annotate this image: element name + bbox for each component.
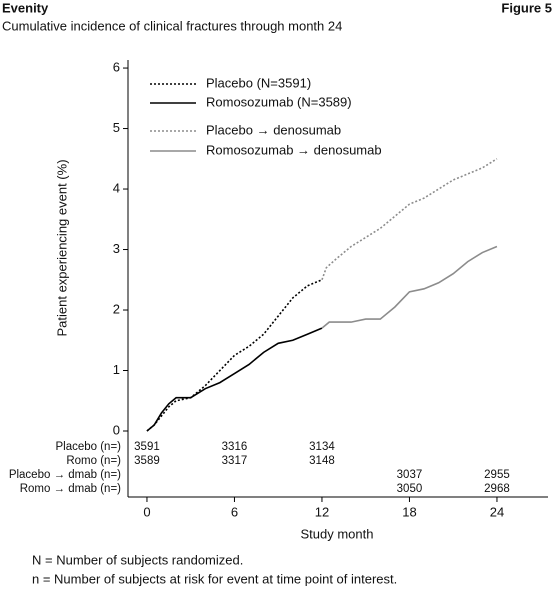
legend-label: Placebo (N=3591) <box>206 75 311 90</box>
risk-count: 3589 <box>134 455 160 467</box>
y-tick-label: 1 <box>113 362 120 377</box>
y-axis-label: Patient experiencing event (%) <box>54 159 69 336</box>
risk-row-label: Placebo (n=) <box>55 441 121 453</box>
y-tick-label: 0 <box>113 422 120 437</box>
y-tick-label: 5 <box>113 120 120 135</box>
x-tick-label: 0 <box>143 504 150 519</box>
legend-label: Romosozumab (N=3589) <box>206 94 352 109</box>
risk-count: 3316 <box>222 441 248 453</box>
series-line <box>321 158 498 281</box>
series-line <box>146 327 323 432</box>
risk-count: 3050 <box>397 483 423 495</box>
y-tick-label: 6 <box>113 59 120 74</box>
risk-row-label: Romo (n=) <box>66 455 121 467</box>
risk-count: 3037 <box>397 469 423 481</box>
risk-row-label: Romo → dmab (n=) <box>20 483 121 495</box>
y-tick-label: 3 <box>113 241 120 256</box>
legend-label: Romosozumab → denosumab <box>206 142 382 157</box>
brand: Evenity <box>2 0 49 15</box>
risk-count: 3591 <box>134 441 160 453</box>
series-line <box>146 279 323 432</box>
risk-count: 2968 <box>484 483 510 495</box>
figure-label: Figure 5 <box>501 0 552 15</box>
y-tick-label: 2 <box>113 301 120 316</box>
x-tick-label: 12 <box>315 504 329 519</box>
legend-label: Placebo → denosumab <box>206 122 341 137</box>
x-axis-label: Study month <box>301 526 374 541</box>
x-tick-label: 24 <box>490 504 504 519</box>
risk-count: 3134 <box>309 441 335 453</box>
risk-count: 3148 <box>309 455 335 467</box>
chart-title: Cumulative incidence of clinical fractur… <box>2 18 342 33</box>
footnote: n = Number of subjects at risk for event… <box>32 571 397 586</box>
x-tick-label: 18 <box>402 504 416 519</box>
footnote: N = Number of subjects randomized. <box>32 552 243 567</box>
risk-count: 3317 <box>222 455 248 467</box>
risk-count: 2955 <box>484 469 510 481</box>
x-tick-label: 6 <box>231 504 238 519</box>
risk-row-label: Placebo → dmab (n=) <box>9 469 121 481</box>
y-tick-label: 4 <box>113 180 120 195</box>
series-line <box>321 245 498 329</box>
